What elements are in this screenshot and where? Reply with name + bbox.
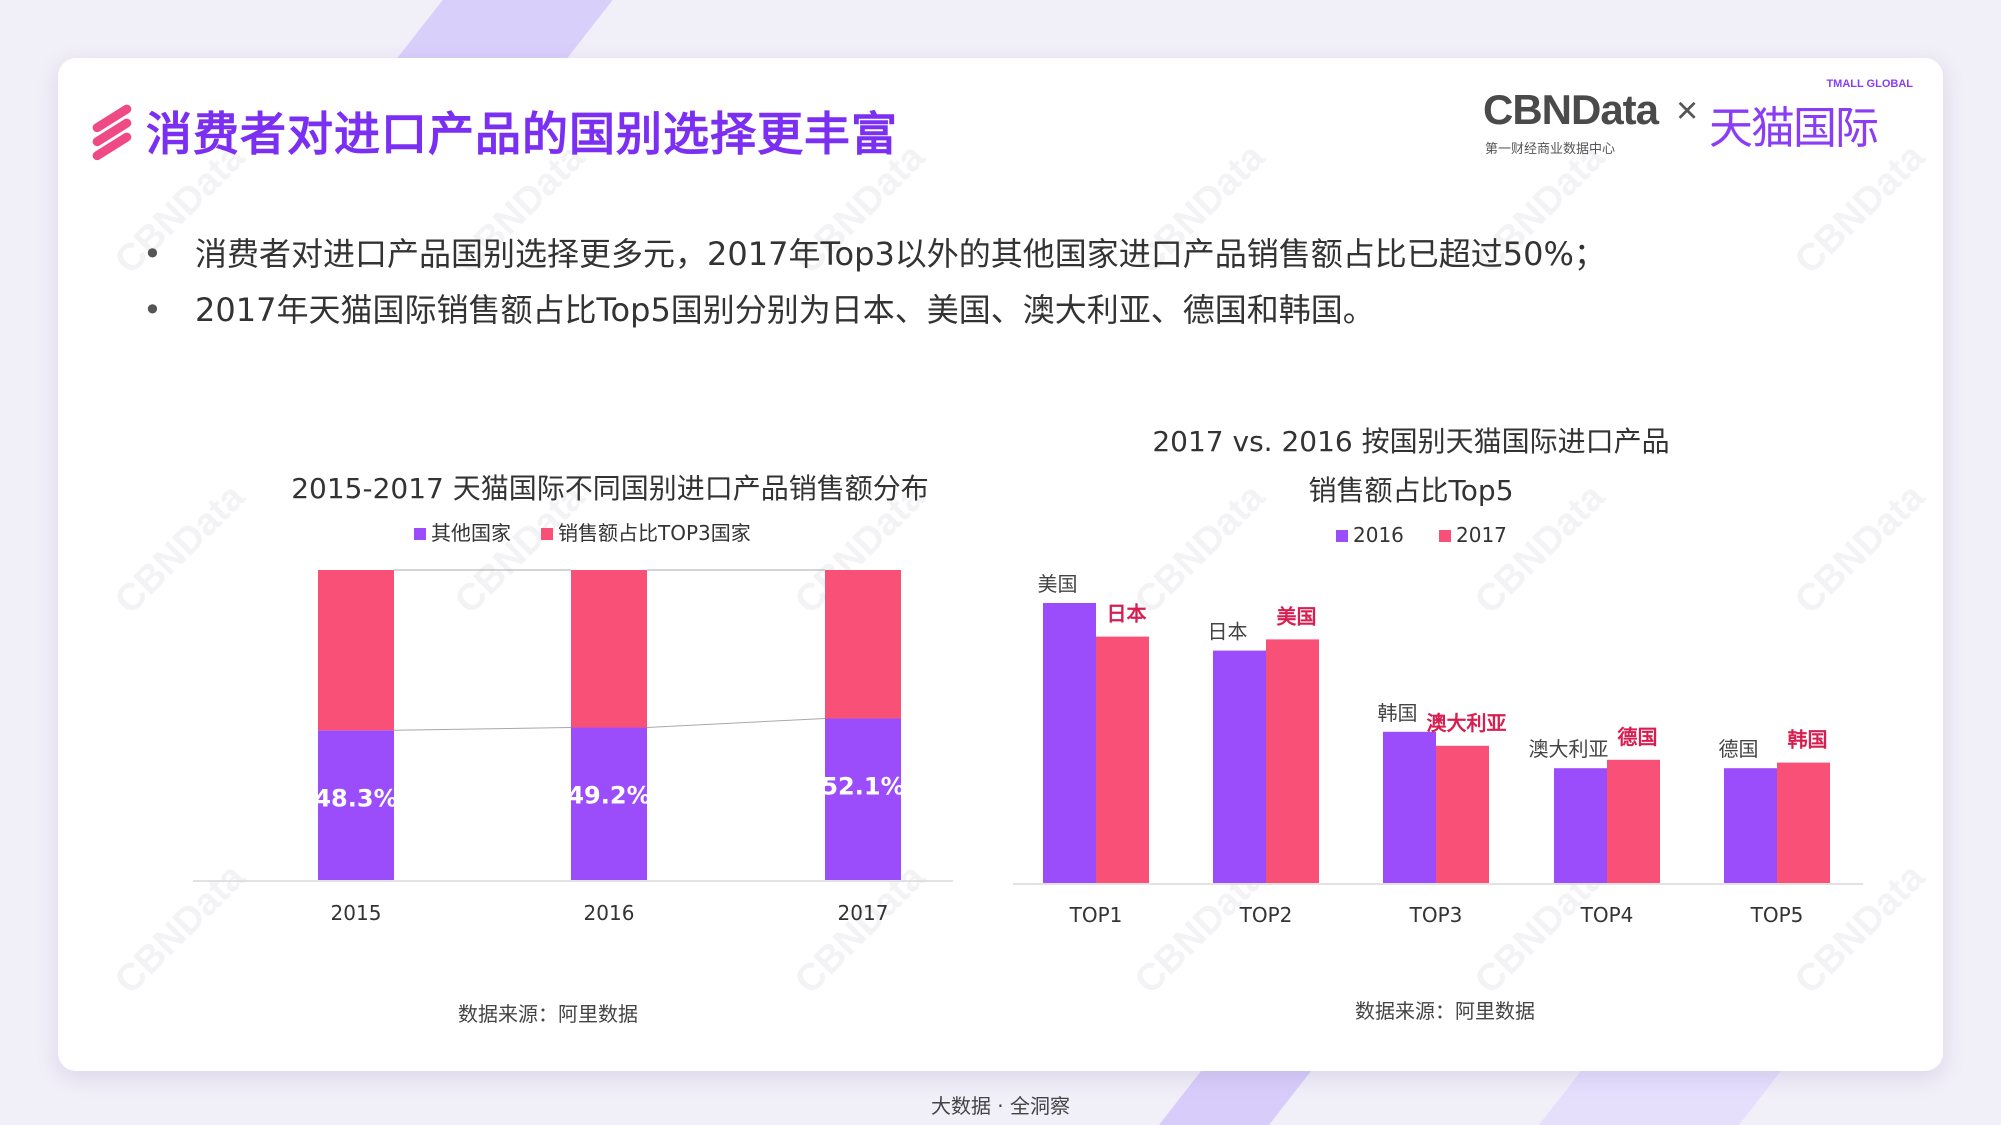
x-tick-label: TOP3 bbox=[1409, 903, 1463, 927]
bar-2017 bbox=[1436, 745, 1489, 883]
bar-label-2016: 德国 bbox=[1719, 737, 1759, 761]
bar-label-2017: 韩国 bbox=[1788, 728, 1828, 752]
x-tick-label: TOP1 bbox=[1069, 903, 1123, 927]
bullet-item: 2017年天猫国际销售额占比Top5国别分别为日本、美国、澳大利亚、德国和韩国。 bbox=[143, 282, 1606, 338]
legend-label-2017: 2017 bbox=[1456, 523, 1507, 547]
bar-segment-other bbox=[825, 718, 901, 880]
tmall-logo-text: 天猫国际 bbox=[1709, 103, 1879, 154]
bar-segment-other bbox=[318, 730, 394, 880]
x-tick-label: 2017 bbox=[838, 901, 889, 925]
slide-card: CBNData CBNData CBNData CBNData CBNData … bbox=[58, 58, 1943, 1071]
bar-2016 bbox=[1043, 603, 1096, 883]
chart-source-right: 数据来源：阿里数据 bbox=[1355, 999, 1535, 1023]
legend-swatch-2017 bbox=[1439, 530, 1451, 542]
bar-segment-top3 bbox=[825, 570, 901, 719]
bar-2016 bbox=[1554, 768, 1607, 883]
bar-segment-other bbox=[571, 727, 647, 880]
bar-2016 bbox=[1724, 768, 1777, 883]
x-tick-label: 2015 bbox=[331, 901, 382, 925]
x-tick-label: TOP4 bbox=[1580, 903, 1634, 927]
bar-label-2017: 美国 bbox=[1277, 604, 1317, 628]
bar-label-2016: 韩国 bbox=[1378, 701, 1418, 725]
bar-2017 bbox=[1777, 762, 1830, 883]
cbndata-logo-text: CBNData bbox=[1483, 86, 1659, 133]
data-label-other: 49.2% bbox=[567, 781, 650, 809]
bullet-item: 消费者对进口产品国别选择更多元，2017年Top3以外的其他国家进口产品销售额占… bbox=[143, 226, 1606, 282]
legend-label-2016: 2016 bbox=[1353, 523, 1404, 547]
bullet-list: 消费者对进口产品国别选择更多元，2017年Top3以外的其他国家进口产品销售额占… bbox=[143, 226, 1606, 338]
bar-label-2017: 德国 bbox=[1618, 725, 1658, 749]
x-tick-label: TOP2 bbox=[1239, 903, 1293, 927]
bar-2017 bbox=[1266, 639, 1319, 883]
bar-label-2016: 美国 bbox=[1038, 572, 1078, 596]
bar-label-2016: 日本 bbox=[1208, 620, 1248, 644]
chart-source-left: 数据来源：阿里数据 bbox=[458, 1002, 638, 1026]
bar-segment-top3 bbox=[571, 570, 647, 728]
chart2-title-line2: 销售额占比Top5 bbox=[1308, 474, 1513, 507]
bar-label-2016: 澳大利亚 bbox=[1529, 737, 1609, 761]
legend-label-top3: 销售额占比TOP3国家 bbox=[558, 521, 751, 545]
chart2-title-line1: 2017 vs. 2016 按国别天猫国际进口产品 bbox=[1152, 425, 1669, 458]
bar-2016 bbox=[1383, 731, 1436, 883]
background-band bbox=[397, 0, 613, 58]
legend-swatch-other bbox=[414, 528, 426, 540]
tmall-logo-english: TMALL GLOBAL bbox=[1826, 78, 1913, 90]
page-title-row: 消费者对进口产品的国别选择更丰富 bbox=[88, 98, 898, 164]
brand-logo: CBNData 第一财经商业数据中心 × 天猫国际 TMALL GLOBAL bbox=[1483, 76, 1913, 157]
bar-2016 bbox=[1213, 650, 1266, 883]
bar-2017 bbox=[1096, 636, 1149, 883]
bar-2017 bbox=[1607, 759, 1660, 883]
legend-label-other: 其他国家 bbox=[431, 521, 511, 545]
legend-swatch-top3 bbox=[541, 528, 553, 540]
series-line-other bbox=[646, 717, 826, 728]
data-label-other: 52.1% bbox=[821, 772, 904, 800]
chart1-title: 2015-2017 天猫国际不同国别进口产品销售额分布 bbox=[291, 472, 929, 505]
cbndata-logo-subtitle: 第一财经商业数据中心 bbox=[1485, 142, 1616, 157]
series-line-other bbox=[393, 726, 572, 731]
legend-swatch-2016 bbox=[1336, 530, 1348, 542]
page-title: 消费者对进口产品的国别选择更丰富 bbox=[146, 107, 898, 161]
x-tick-label: 2016 bbox=[584, 901, 635, 925]
logo-times-sign: × bbox=[1676, 90, 1699, 132]
bar-label-2017: 澳大利亚 bbox=[1427, 711, 1507, 735]
data-label-other: 48.3% bbox=[314, 784, 397, 812]
bar-label-2017: 日本 bbox=[1107, 602, 1147, 626]
bar-segment-top3 bbox=[318, 570, 394, 731]
stripes-icon bbox=[92, 104, 132, 161]
page-footer: 大数据 · 全洞察 bbox=[930, 1094, 1071, 1118]
x-tick-label: TOP5 bbox=[1750, 903, 1804, 927]
